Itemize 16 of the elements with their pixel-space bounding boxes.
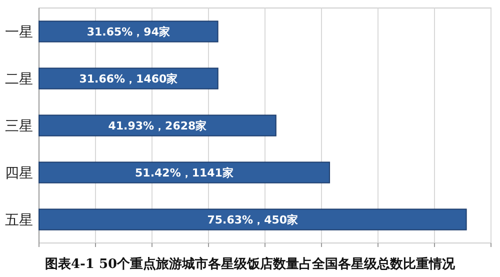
bar [38, 20, 218, 42]
data-label: 41.93%，2628家 [108, 120, 207, 132]
bar [38, 68, 218, 90]
bar [38, 208, 467, 230]
data-label: 51.42%，1141家 [135, 166, 234, 180]
data-label: 31.66%，1460家 [79, 72, 178, 86]
y-tick-label: 三星 [5, 118, 33, 134]
data-label: 31.65%，94家 [86, 26, 170, 38]
bar [38, 114, 276, 136]
text: 图表4-1 50个重点旅游城市各星级饭店数量占全国各星级总数比重情况 [44, 256, 456, 272]
y-tick-label: 四星 [5, 166, 33, 182]
y-tick-label: 一星 [5, 24, 33, 40]
y-tick-label: 二星 [5, 72, 33, 88]
y-tick-label: 五星 [5, 212, 33, 228]
bar [38, 162, 330, 184]
data-label: 75.63%，450家 [207, 214, 298, 226]
